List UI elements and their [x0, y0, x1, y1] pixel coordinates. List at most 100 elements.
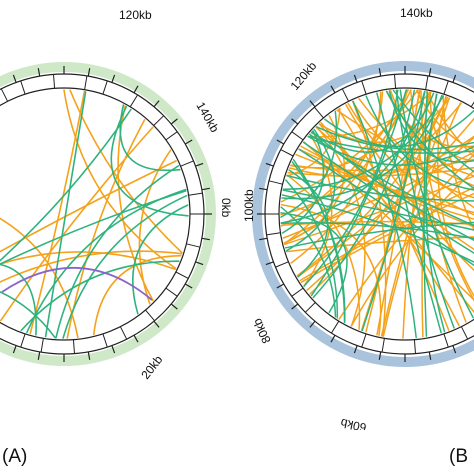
panel-a-tick [170, 303, 178, 310]
panel-b-cell-divider [460, 326, 469, 340]
panel-b-tick [309, 100, 316, 108]
panel-a-tick [184, 283, 193, 289]
panel-b-cell-divider [361, 80, 367, 95]
panel-b-link-orange [436, 96, 474, 298]
panel-a-cell-divider [153, 115, 165, 126]
panel-a-tick [111, 74, 116, 83]
panel-b-link-green [385, 90, 474, 190]
panel-b-link-orange [338, 153, 474, 320]
panel-a-cell-divider [0, 88, 9, 102]
panel-b-link-orange [416, 89, 474, 151]
panel-b-tick [265, 162, 274, 167]
panel-b-ideogram-cells [265, 74, 474, 354]
panel-b-link-green [285, 179, 339, 319]
panel-b-tick [265, 261, 274, 266]
panel-b-link-orange [280, 89, 419, 203]
panel-b-link-orange [298, 148, 474, 228]
panel-b-tick [276, 139, 285, 145]
panel-a-link-orange [93, 254, 182, 336]
panel-a-cell-divider [72, 339, 75, 354]
panel-a-tick [37, 68, 41, 77]
panel-a-link-green [26, 188, 187, 334]
panel-a-cell-divider [165, 131, 178, 141]
panel-a-label: (A) [2, 446, 28, 467]
panel-b-tick [309, 320, 316, 328]
panel-a-tick-label-20kb: 20kb [138, 352, 165, 381]
panel-b-cell-divider [304, 302, 316, 313]
panel-b-link-green [316, 126, 474, 151]
panel-a-link-orange [0, 217, 79, 338]
panel-a-tick [111, 345, 116, 354]
panel-a-tick [153, 100, 160, 108]
panel-a-tick [87, 68, 91, 77]
panel-b-cell-divider [470, 101, 474, 108]
panel-a-link-green [0, 263, 37, 336]
panel-b-tick-label-140kb: 140kb [400, 6, 433, 20]
panel-b-link-orange [289, 135, 474, 178]
panel-b-tick [378, 351, 382, 360]
panel-b-tick-label-60kb: 60kb [339, 416, 368, 435]
panel-b-link-green [423, 91, 428, 337]
panel-a-cell-divider [40, 338, 44, 353]
panel-a-link-orange [69, 89, 183, 254]
panel-a-cell-divider [188, 192, 203, 196]
panel-a-cell-divider [129, 94, 139, 108]
panel-b-tick [452, 345, 457, 354]
panel-a-link-green [0, 108, 132, 262]
panel-b-tick [291, 303, 299, 310]
panel-b-links [280, 89, 474, 339]
panel-a-tick-label-0kb: 0kb [219, 198, 233, 218]
panel-b-link-orange [307, 91, 432, 138]
panel-a-link-green [62, 194, 188, 339]
panel-b-link-orange [420, 90, 474, 302]
panel-b-link-green [309, 133, 474, 227]
panel-b-cell-divider [443, 333, 449, 348]
panel-a-cell-divider [175, 271, 189, 279]
panel-b-tick-label-80kb: 80kb [250, 316, 274, 346]
panel-b-tick [259, 237, 268, 241]
panel-a-tick [12, 345, 17, 354]
panel-b-link-green [292, 158, 346, 323]
panel-a-tick [170, 118, 178, 125]
panel-a-tick-label-120kb: 120kb [119, 8, 152, 22]
panel-b-link-green [282, 95, 444, 190]
panel-b-tick-marks [257, 66, 457, 362]
panel-b-cell-divider [280, 149, 294, 157]
panel-a-tick [87, 351, 91, 360]
panel-b-link-orange [358, 98, 474, 209]
panel-a-tick-marks [12, 66, 212, 362]
panel-b-link-green [280, 222, 474, 240]
panel-a-ideogram-inner [0, 87, 191, 341]
panel-a-tick-label-140kb: 140kb [193, 100, 222, 136]
panel-b-link-green [388, 90, 474, 163]
panel-a-link-green [131, 204, 189, 315]
panel-a-tick [133, 334, 139, 343]
panel-b-link-orange [318, 123, 474, 314]
panel-b-cell-divider [341, 88, 350, 102]
panel-b-cell-divider [291, 287, 304, 297]
panel-b-link-green [286, 174, 474, 202]
panel-a-link-green [20, 260, 180, 332]
panel-a-cell-divider [145, 309, 155, 322]
panel-a-cell-divider [20, 333, 26, 348]
panel-b-link-orange [284, 175, 474, 246]
panel-b-link-green [302, 141, 474, 255]
panel-b-tick [353, 74, 358, 83]
panel-a-link-green [119, 104, 181, 172]
panel-a-tick [37, 351, 41, 360]
panel-b-tick [378, 68, 382, 77]
panel-b-link-orange [336, 109, 474, 187]
panel-b-link-green [310, 89, 407, 297]
panel-b-link-orange [280, 203, 382, 336]
panel-b-label: (B [449, 446, 468, 467]
panel-b-tick-label-100kb: 100kb [242, 189, 256, 222]
panel-b-link-green [282, 189, 474, 231]
panel-a-tick [195, 261, 204, 266]
panel-a-link-orange [0, 250, 183, 283]
panel-a-tick [133, 85, 139, 94]
panel-b-tick [259, 187, 268, 191]
panel-a-ideogram-cells [0, 74, 204, 354]
panel-a-tick [201, 237, 210, 241]
panel-b-cell-divider [425, 75, 429, 90]
panel-b-link-green [395, 89, 455, 329]
